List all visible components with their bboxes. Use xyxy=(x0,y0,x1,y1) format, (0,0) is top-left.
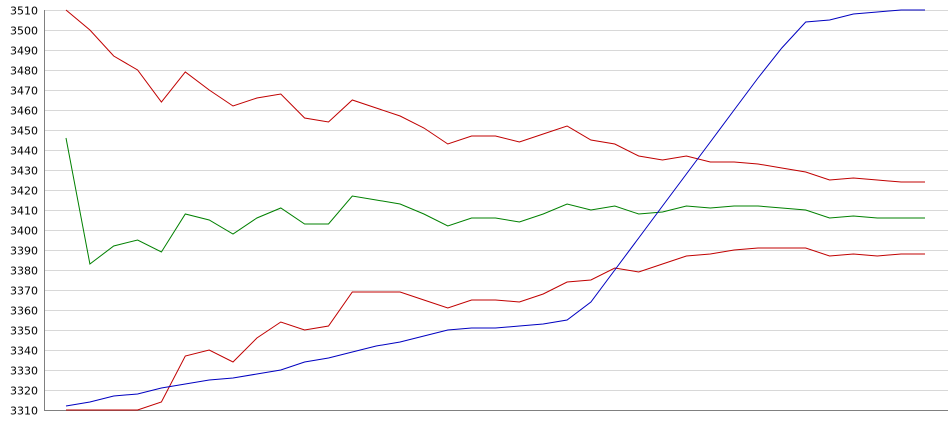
y-tick-label: 3440 xyxy=(10,145,38,158)
axes xyxy=(44,10,948,411)
y-tick-label: 3350 xyxy=(10,325,38,338)
y-tick-label: 3400 xyxy=(10,225,38,238)
y-tick-labels: 3310 3320 3330 3340 3350 3360 3370 3380 3390 3400… xyxy=(10,5,38,418)
y-tick-label: 3460 xyxy=(10,105,38,118)
y-tick-label: 3340 xyxy=(10,345,38,358)
y-tick-label: 3390 xyxy=(10,245,38,258)
series-line-1 xyxy=(65,9,925,183)
y-tick-label: 3420 xyxy=(10,185,38,198)
y-tick-label: 3330 xyxy=(10,365,38,378)
y-tick-label: 3320 xyxy=(10,385,38,398)
y-tick-label: 3430 xyxy=(10,165,38,178)
y-tick-label: 3480 xyxy=(10,65,38,78)
y-tick-label: 3510 xyxy=(10,5,38,18)
y-tick-label: 3500 xyxy=(10,25,38,38)
grid xyxy=(44,10,948,411)
y-tick-label: 3360 xyxy=(10,305,38,318)
y-tick-label: 3310 xyxy=(10,405,38,418)
y-tick-label: 3370 xyxy=(10,285,38,298)
y-tick-label: 3490 xyxy=(10,45,38,58)
y-tick-label: 3410 xyxy=(10,205,38,218)
series-line-2 xyxy=(65,137,925,265)
y-tick-label: 3380 xyxy=(10,265,38,278)
y-tick-label: 3470 xyxy=(10,85,38,98)
series-lines xyxy=(65,9,925,411)
series-line-3 xyxy=(66,247,925,411)
series-line-4 xyxy=(65,9,925,407)
y-tick-label: 3450 xyxy=(10,125,38,138)
